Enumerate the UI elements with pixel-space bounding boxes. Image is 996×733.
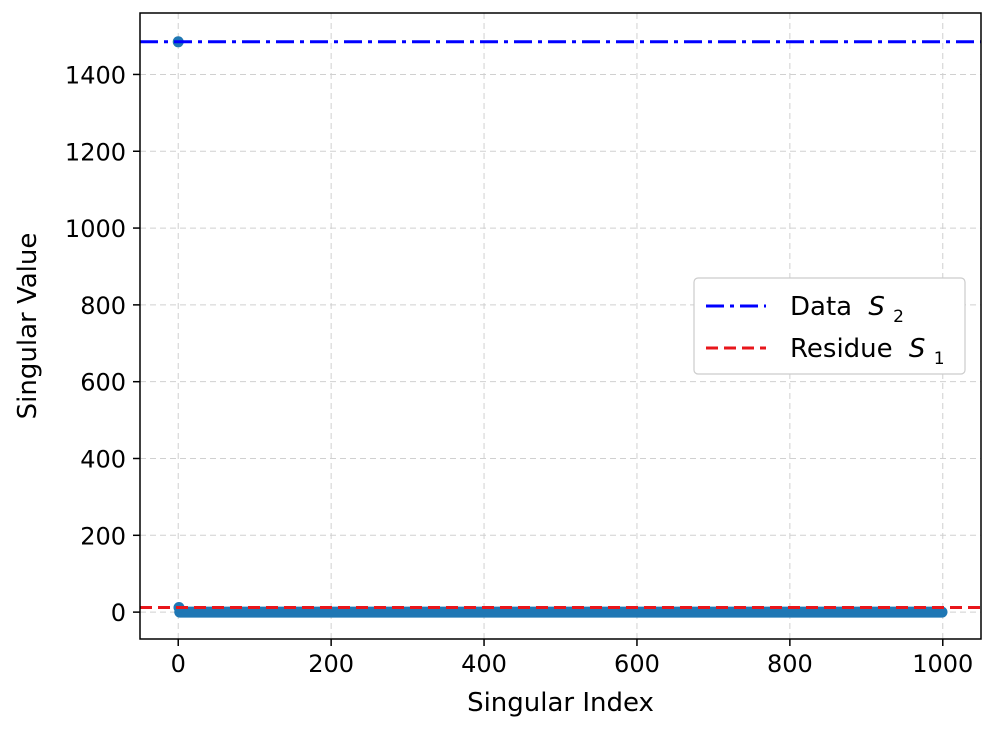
legend-label-residue-name: Residue xyxy=(790,334,893,364)
x-tick-label: 0 xyxy=(171,650,186,678)
x-tick-label: 400 xyxy=(461,650,507,678)
y-tick-label: 1200 xyxy=(65,138,126,166)
x-tick-label: 1000 xyxy=(912,650,973,678)
legend: Data S 2 Residue S 1 xyxy=(693,277,966,375)
x-tick-label: 200 xyxy=(308,650,354,678)
legend-label-data-subscript: 2 xyxy=(893,307,904,327)
y-axis-label: Singular Value xyxy=(13,233,43,420)
legend-label-data-name: Data xyxy=(790,292,852,322)
x-axis-label: Singular Index xyxy=(467,688,654,718)
y-tick-label: 400 xyxy=(80,445,126,473)
x-tick-label: 800 xyxy=(767,650,813,678)
x-tick-label: 600 xyxy=(614,650,660,678)
y-tick-label: 200 xyxy=(80,522,126,550)
reference-lines xyxy=(140,40,981,610)
legend-label-data: Data S 2 xyxy=(790,292,904,327)
y-tick-label: 0 xyxy=(111,599,126,627)
legend-label-residue-symbol: S xyxy=(909,334,926,364)
plot-frame xyxy=(139,12,982,640)
legend-label-residue: Residue S 1 xyxy=(790,334,945,369)
x-axis-ticks: 0 200 400 600 800 1000 xyxy=(171,639,973,678)
legend-label-data-symbol: S xyxy=(868,292,885,322)
y-tick-label: 600 xyxy=(80,369,126,397)
y-tick-label: 1400 xyxy=(65,61,126,89)
legend-box xyxy=(693,277,966,375)
legend-label-residue-subscript: 1 xyxy=(934,349,945,369)
y-tick-label: 800 xyxy=(80,292,126,320)
y-tick-label: 1000 xyxy=(65,215,126,243)
y-axis-ticks: 0 200 400 600 800 1000 1200 1400 xyxy=(65,61,140,627)
